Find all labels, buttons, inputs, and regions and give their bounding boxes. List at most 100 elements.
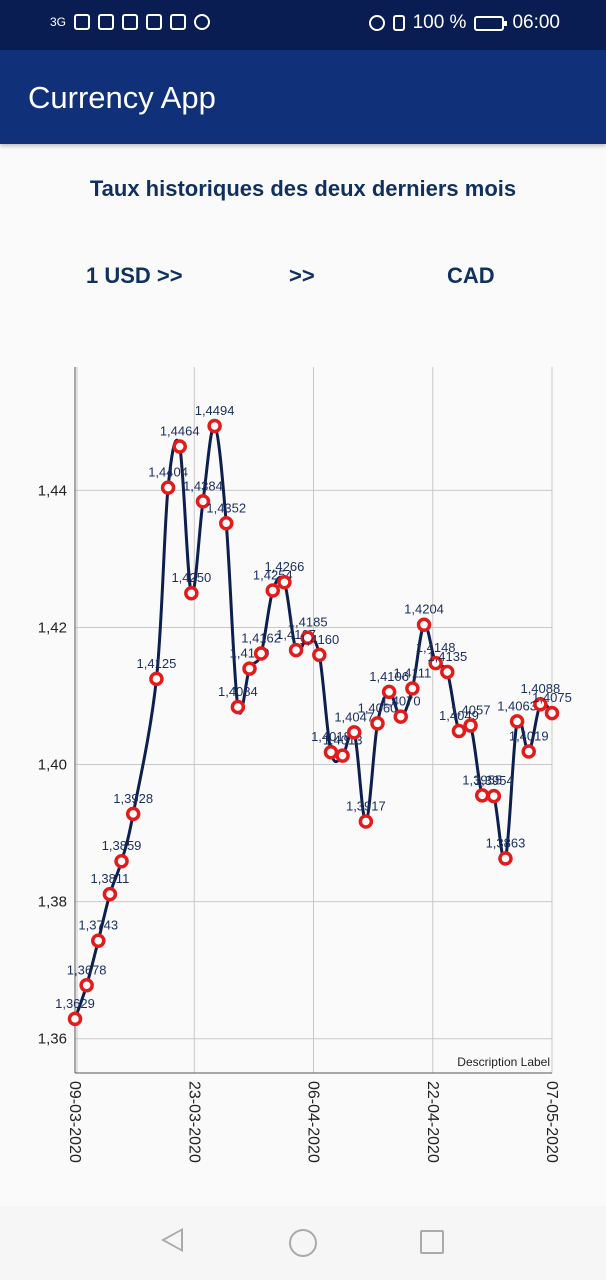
data-label: 1,3917: [346, 798, 386, 813]
data-label: 1,3678: [67, 962, 107, 977]
data-point[interactable]: [288, 642, 304, 658]
network-type: 3G: [50, 15, 67, 29]
usb-icon: [98, 14, 115, 30]
y-tick-label: 1,40: [38, 757, 67, 774]
x-tick-label: 09-03-2020: [66, 1081, 83, 1163]
status-right: 100 % 06:00: [368, 12, 560, 34]
home-icon[interactable]: [289, 1229, 317, 1257]
data-point[interactable]: [498, 851, 513, 866]
data-label: 1,4160: [299, 632, 339, 647]
data-point[interactable]: [79, 978, 94, 993]
data-point[interactable]: [149, 671, 164, 687]
data-label: 1,4075: [532, 690, 572, 705]
data-point[interactable]: [463, 718, 478, 733]
data-point[interactable]: [521, 744, 536, 759]
data-label: 1,4084: [218, 684, 258, 699]
x-tick-label: 07-05-2020: [543, 1081, 560, 1163]
data-label: 1,4204: [404, 602, 444, 617]
news-icon: [146, 14, 163, 30]
data-point[interactable]: [381, 684, 397, 700]
data-point[interactable]: [370, 716, 385, 731]
data-point[interactable]: [312, 647, 327, 663]
data-point[interactable]: [416, 617, 432, 632]
data-point[interactable]: [486, 788, 502, 804]
data-point[interactable]: [277, 574, 292, 590]
data-label: 1,4135: [427, 649, 467, 664]
data-point[interactable]: [335, 748, 350, 763]
data-point[interactable]: [184, 585, 199, 601]
data-label: 1,3955: [462, 772, 502, 787]
y-tick-label: 1,36: [38, 1031, 67, 1048]
to-currency-label[interactable]: CAD: [447, 263, 495, 288]
play-icon: [194, 14, 211, 30]
data-point[interactable]: [509, 714, 525, 729]
data-point[interactable]: [393, 709, 409, 724]
data-label: 1,4125: [137, 656, 177, 671]
data-label: 1,4057: [451, 702, 491, 717]
data-label: 1,4250: [171, 570, 211, 585]
alarm-icon: [368, 15, 385, 31]
data-label: 1,4018: [311, 729, 351, 744]
page-heading: Taux historiques des deux derniers mois: [89, 176, 517, 201]
data-point[interactable]: [195, 494, 211, 509]
data-label: 1,4404: [148, 465, 188, 480]
data-label: 1,4111: [393, 665, 431, 680]
data-point[interactable]: [125, 806, 141, 822]
data-point[interactable]: [230, 699, 246, 715]
data-point[interactable]: [405, 681, 420, 696]
data-point[interactable]: [114, 853, 129, 869]
vibrate-icon: [392, 15, 405, 31]
linkedin-icon: [170, 14, 187, 30]
data-point[interactable]: [323, 744, 339, 760]
data-point[interactable]: [451, 723, 467, 739]
data-label: 1,4185: [288, 615, 328, 630]
back-icon[interactable]: [161, 1228, 183, 1252]
data-point[interactable]: [207, 418, 222, 434]
battery-percent: 100 %: [412, 12, 467, 33]
data-point[interactable]: [253, 646, 269, 661]
description-label: Description Label: [457, 1055, 550, 1069]
x-tick-label: 06-04-2020: [305, 1081, 322, 1163]
data-point[interactable]: [300, 630, 315, 645]
data-label: 1,3743: [78, 918, 118, 933]
data-label: 1,3811: [91, 871, 130, 886]
data-point[interactable]: [218, 516, 234, 531]
data-label: 1,4088: [520, 681, 560, 696]
data-label: 1,4494: [195, 403, 235, 418]
data-point[interactable]: [160, 480, 176, 495]
app-bar: Currency App: [0, 50, 606, 144]
y-tick-label: 1,38: [38, 894, 67, 911]
wifi-icon: [74, 14, 91, 30]
data-label: 1,3629: [55, 996, 95, 1011]
data-label: 1,4266: [265, 559, 305, 574]
data-point[interactable]: [533, 696, 548, 712]
x-tick-label: 22-04-2020: [424, 1081, 441, 1163]
data-label: 1,4070: [381, 694, 421, 709]
data-label: 1,4019: [509, 729, 549, 744]
y-tick-label: 1,44: [38, 482, 67, 499]
data-point[interactable]: [346, 725, 362, 740]
data-point[interactable]: [544, 705, 560, 721]
data-label: 1,4106: [369, 669, 409, 684]
data-point[interactable]: [67, 1011, 83, 1027]
data-point[interactable]: [440, 664, 455, 680]
y-tick-label: 1,42: [38, 619, 67, 636]
recent-apps-icon[interactable]: [420, 1230, 444, 1254]
rate-history-chart: 1,36 1,38 1,40 1,42 1,44 09-03-2020 23-03-2020…: [38, 367, 572, 1163]
data-point[interactable]: [474, 788, 490, 803]
data-point[interactable]: [428, 655, 443, 671]
data-point[interactable]: [358, 814, 374, 829]
data-point[interactable]: [172, 439, 187, 454]
currency-separator: >>: [289, 263, 315, 288]
data-label: 1,4352: [206, 500, 246, 515]
navigation-bar: [0, 1206, 606, 1280]
data-point[interactable]: [265, 583, 281, 598]
clock: 06:00: [512, 12, 560, 33]
data-label: 1,4464: [160, 424, 200, 439]
from-currency-label[interactable]: 1 USD >>: [86, 263, 183, 288]
data-point[interactable]: [91, 933, 106, 948]
data-point[interactable]: [102, 886, 118, 902]
x-tick-label: 23-03-2020: [185, 1081, 202, 1163]
data-point[interactable]: [242, 661, 257, 676]
status-left: 3G: [50, 14, 211, 30]
